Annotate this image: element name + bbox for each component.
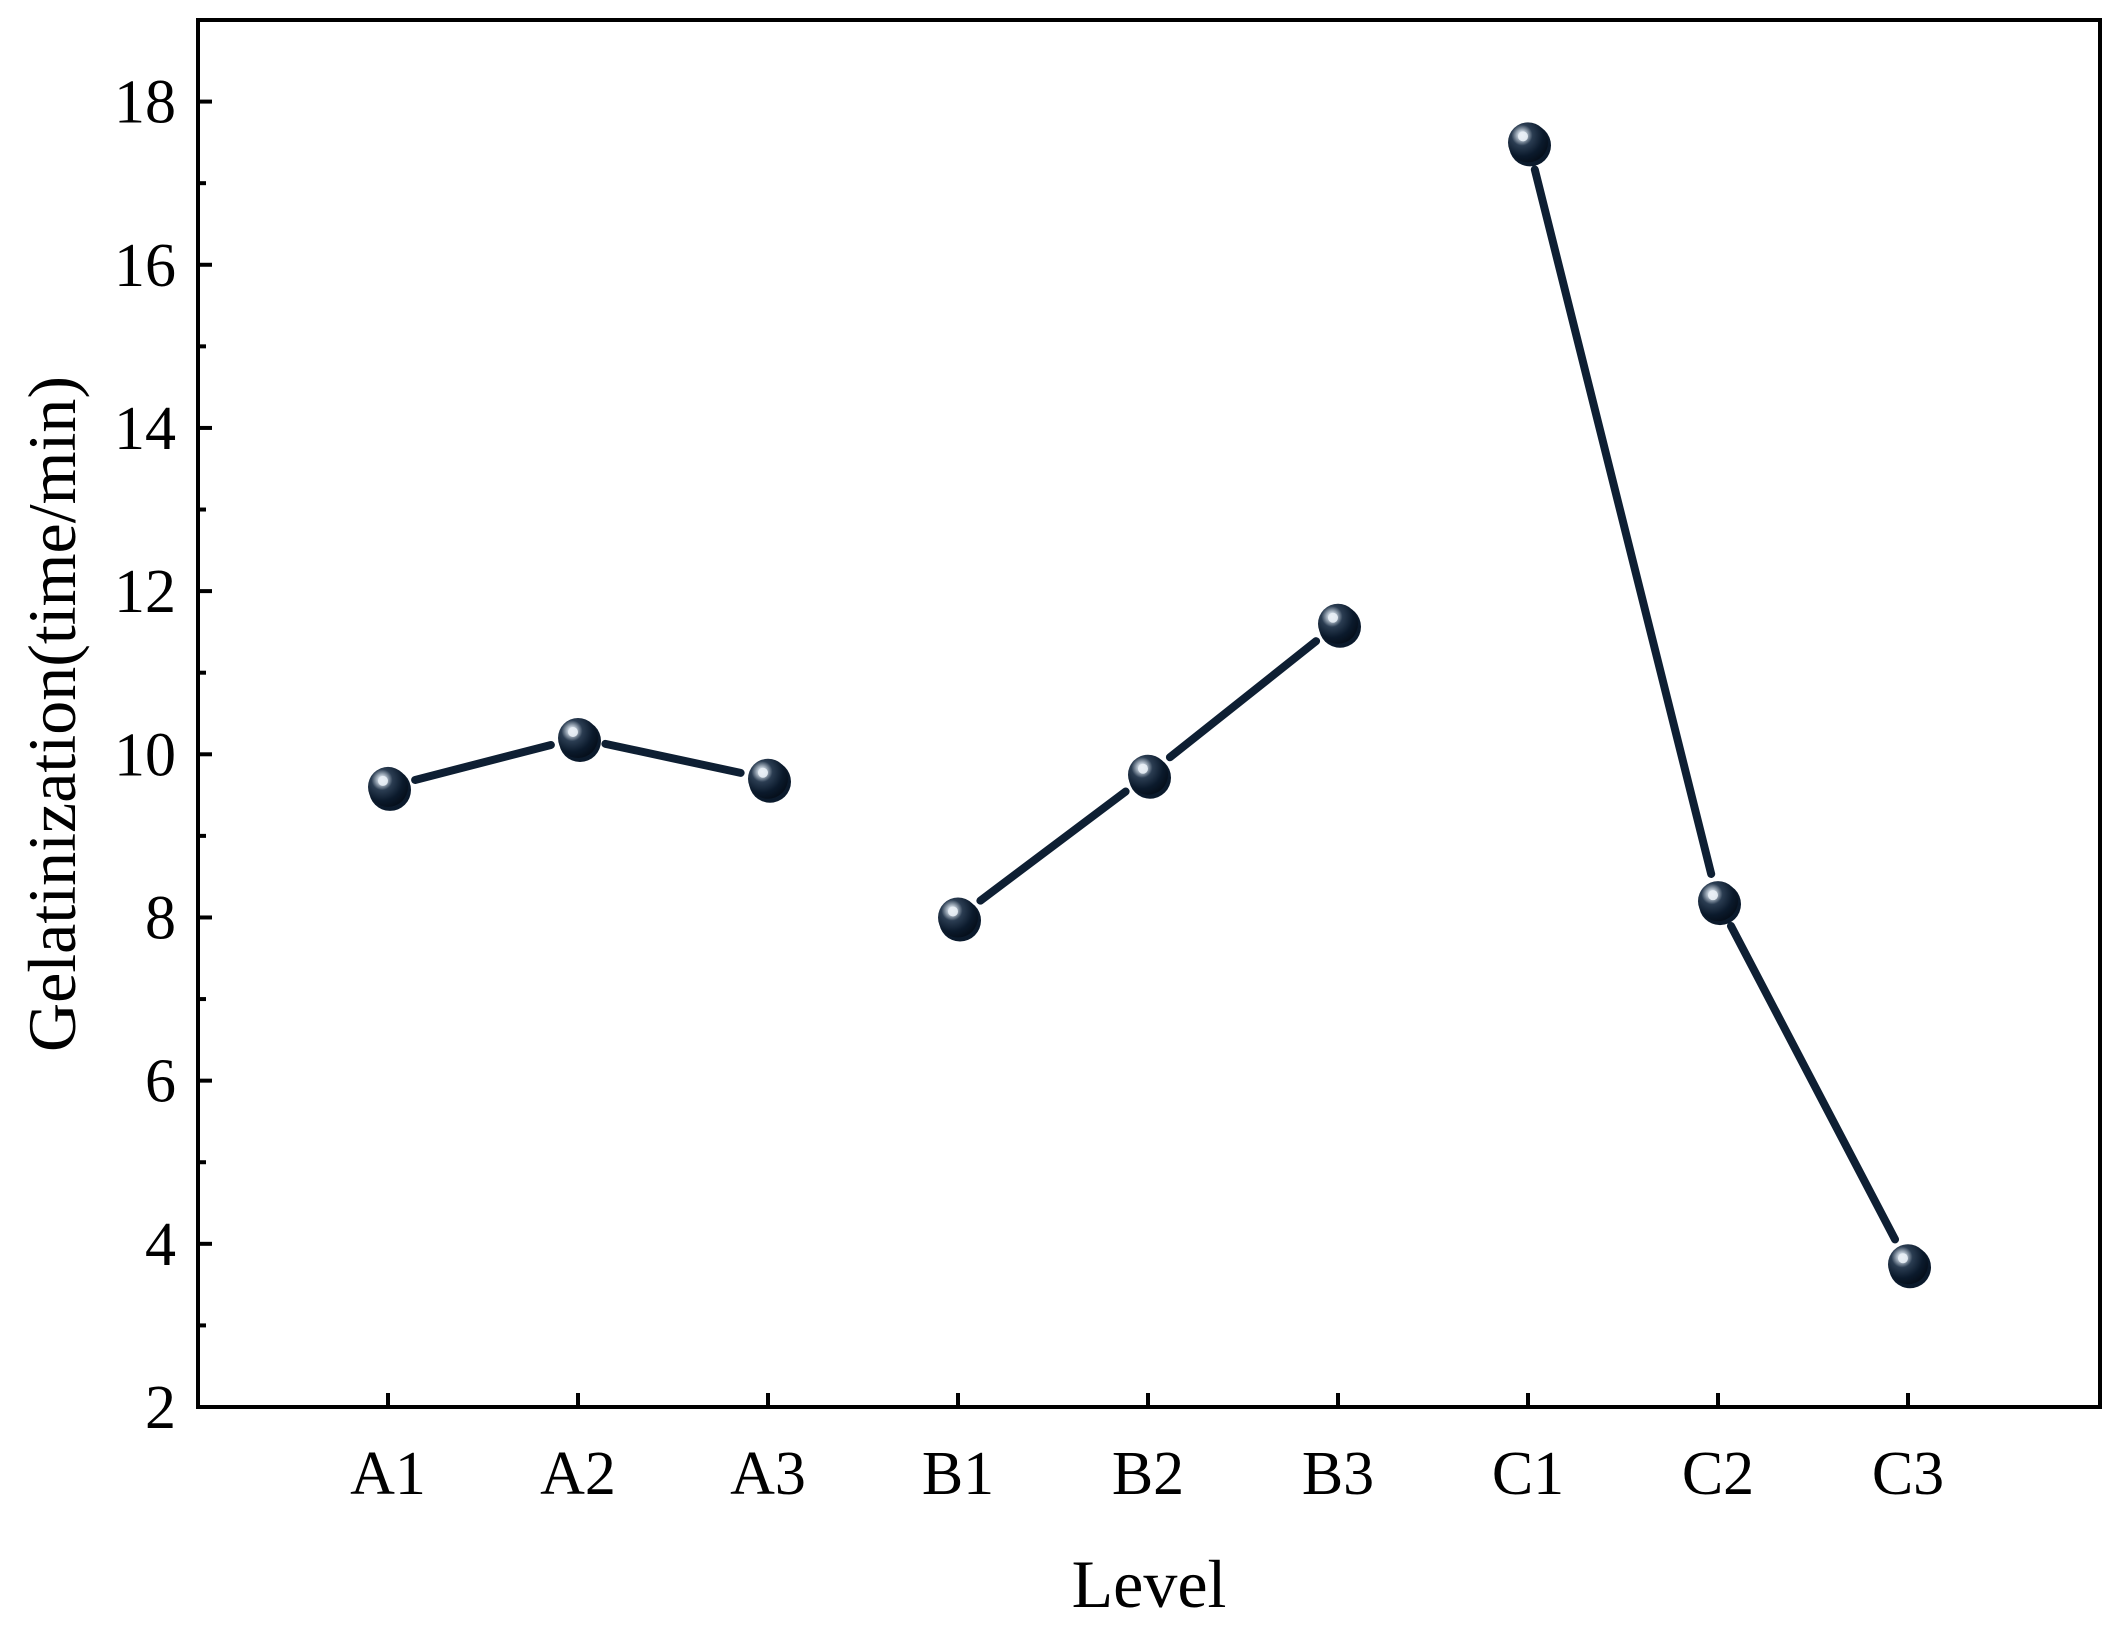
data-point-highlight [758,767,768,778]
y-tick-label: 10 [114,721,176,789]
x-axis: A1 A2 A3 B1 B2 B3 C1 C2 C3 [350,1393,1944,1508]
x-tick-label: B2 [1112,1440,1184,1508]
data-point-highlight [948,906,958,917]
data-point [1318,603,1358,644]
data-point-highlight [1138,763,1148,774]
x-tick-label: A2 [540,1440,616,1508]
x-tick-label: C2 [1682,1440,1754,1508]
series-markers [368,122,1931,1289]
data-point-highlight [1328,612,1338,623]
plot-frame [196,18,2102,1409]
y-tick-label: 16 [114,232,176,300]
x-tick-label: A3 [730,1440,806,1508]
series-line-segment [976,787,1130,905]
x-tick-label: B3 [1302,1440,1374,1508]
data-point-highlight [568,726,578,737]
data-point [748,758,788,799]
data-point [1508,122,1548,163]
data-point [558,717,598,758]
x-axis-title: Level [1072,1546,1227,1622]
x-tick-label: A1 [350,1440,426,1508]
y-tick-label: 8 [145,884,176,952]
series-line-segment [1726,921,1900,1244]
x-tick-label: B1 [922,1440,994,1508]
series-line-segment [601,739,745,777]
data-point [1128,754,1168,795]
y-tick-label: 18 [114,69,176,137]
data-point-highlight [378,775,388,786]
x-tick-label: C3 [1872,1440,1944,1508]
y-axis-title: Gelatinization(time/min) [14,376,90,1052]
y-axis: 2 4 6 8 10 12 14 16 18 [114,69,212,1442]
y-tick-label: 12 [114,558,176,626]
series-lines [411,165,1900,1244]
data-point [1888,1244,1928,1285]
data-point-highlight [1708,890,1718,901]
series-line-segment [1530,165,1716,878]
data-point-highlight [1898,1253,1908,1264]
y-tick-label: 2 [145,1374,176,1442]
y-tick-label: 14 [114,395,176,463]
series-line-segment [411,740,555,784]
y-tick-label: 4 [145,1211,176,1279]
data-point-highlight [1518,131,1528,142]
x-tick-label: C1 [1492,1440,1564,1508]
y-tick-label: 6 [145,1048,176,1116]
data-point [368,766,408,807]
series-line-segment [1165,637,1321,762]
data-point [938,897,978,938]
data-point [1698,881,1738,922]
